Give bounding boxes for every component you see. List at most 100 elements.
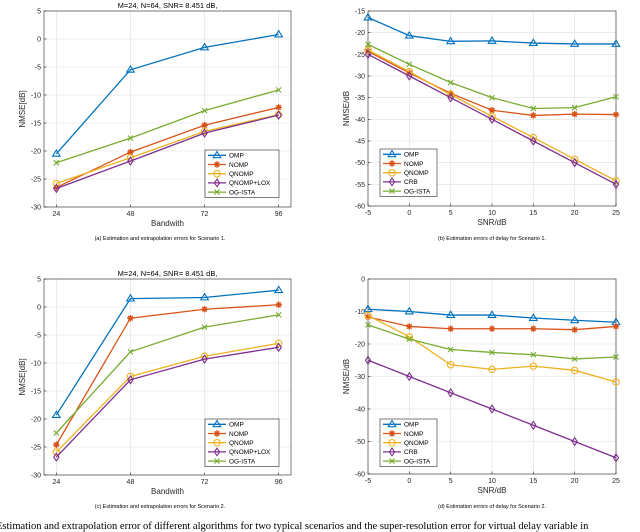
x-tick-label: 72 bbox=[201, 479, 209, 486]
asterisk-marker bbox=[406, 323, 413, 330]
axes-box bbox=[43, 278, 292, 476]
legend-label: QNOMP+LOX bbox=[229, 449, 271, 456]
asterisk-marker bbox=[488, 325, 496, 332]
asterisk-marker bbox=[571, 326, 578, 333]
x-marker bbox=[530, 105, 537, 112]
legend-item: CRB bbox=[383, 447, 418, 457]
series-qnomp bbox=[364, 311, 620, 386]
chart-c: -30 -25 -20 -15 -10 -5 0 5 24 48 72 96 Bandwith NMSE[… bbox=[18, 269, 292, 510]
series-nomp bbox=[53, 104, 282, 191]
triangle-marker bbox=[125, 293, 136, 302]
diamond-marker bbox=[201, 128, 208, 138]
y-tick-label: -15 bbox=[31, 389, 41, 396]
legend-label: NOMP bbox=[229, 162, 249, 169]
triangle-marker bbox=[404, 30, 415, 39]
y-axis-label: NMSE[dB] bbox=[18, 358, 27, 395]
chart-title: M=24, N=64, SNR= 8.451 dB, bbox=[118, 269, 218, 278]
x-tick-label: 20 bbox=[571, 478, 579, 485]
y-tick-label: -30 bbox=[31, 473, 41, 480]
x-tick-label: 5 bbox=[449, 478, 453, 485]
y-axis-label: NMSE/dB bbox=[342, 91, 351, 126]
x-tick-label: 5 bbox=[449, 210, 453, 217]
asterisk-marker bbox=[530, 112, 537, 119]
legend: OMP NOMP QNOMP QNOMP+LOX OG-ISTA bbox=[204, 149, 280, 198]
triangle-marker bbox=[387, 149, 397, 158]
legend-label: OG-ISTA bbox=[404, 188, 431, 195]
circle-marker bbox=[388, 438, 396, 447]
legend-item: OMP bbox=[208, 419, 244, 429]
circle-marker bbox=[612, 378, 620, 386]
y-tick-label: -10 bbox=[355, 309, 365, 316]
triangle-marker bbox=[199, 42, 210, 51]
legend-label: NOMP bbox=[404, 431, 424, 438]
diamond-marker bbox=[213, 447, 221, 457]
legend-item: OG-ISTA bbox=[208, 189, 256, 196]
series-line bbox=[56, 106, 279, 188]
series-omp bbox=[51, 29, 284, 157]
series-omp bbox=[51, 285, 284, 419]
legend-label: QNOMP bbox=[229, 171, 254, 178]
diamond-marker bbox=[488, 404, 496, 414]
y-tick-label: -20 bbox=[355, 30, 365, 37]
circle-marker bbox=[488, 365, 496, 374]
circle-marker bbox=[388, 168, 396, 177]
axes-box bbox=[43, 10, 292, 208]
x-marker bbox=[275, 87, 282, 93]
chart-title: M=24, N=64, SNR= 8.451 dB, bbox=[118, 1, 218, 10]
y-tick-label: 0 bbox=[37, 37, 41, 44]
circle-marker bbox=[446, 361, 455, 369]
legend-label: QNOMP bbox=[404, 170, 429, 177]
triangle-marker bbox=[212, 419, 222, 428]
diamond-marker bbox=[275, 110, 282, 120]
diamond-marker bbox=[447, 92, 454, 103]
y-tick-label: -40 bbox=[355, 407, 365, 414]
circle-marker bbox=[52, 179, 61, 188]
y-tick-label: -40 bbox=[355, 117, 365, 124]
series-line bbox=[367, 53, 617, 185]
x-tick-label: 24 bbox=[52, 211, 60, 218]
legend-label: NOMP bbox=[404, 161, 424, 168]
asterisk-marker bbox=[447, 325, 454, 332]
legend-item: OMP bbox=[208, 150, 244, 160]
diamond-marker bbox=[406, 71, 413, 81]
triangle-marker bbox=[445, 36, 456, 45]
y-tick-label: -25 bbox=[31, 445, 41, 452]
circle-marker bbox=[200, 127, 209, 136]
legend-item: NOMP bbox=[383, 160, 424, 168]
asterisk-marker bbox=[612, 323, 620, 330]
y-tick-label: -25 bbox=[31, 177, 41, 184]
legend-item: CRB bbox=[383, 177, 418, 187]
diamond-marker bbox=[571, 436, 578, 447]
triangle-marker bbox=[363, 304, 373, 313]
triangle-marker bbox=[125, 64, 136, 73]
asterisk-marker bbox=[127, 148, 134, 156]
subfigure-caption: (b) Estimation errors of delay for Scena… bbox=[438, 236, 546, 242]
series-line bbox=[55, 289, 279, 416]
x-axis-label: Bandwith bbox=[151, 219, 184, 228]
y-tick-label: 5 bbox=[37, 277, 41, 284]
diamond-marker bbox=[53, 452, 60, 462]
y-tick-label: -60 bbox=[355, 472, 365, 479]
x-marker bbox=[365, 321, 371, 328]
triangle-marker bbox=[387, 419, 397, 428]
y-tick-label: -30 bbox=[355, 74, 365, 81]
triangle-marker bbox=[273, 285, 284, 294]
x-marker bbox=[214, 458, 220, 465]
subfigure-caption: (a) Estimation and extrapolation errors … bbox=[95, 236, 226, 242]
legend-label: OMP bbox=[229, 153, 244, 160]
series-line bbox=[55, 304, 279, 446]
chart-b: -60-55-50-45-40-35-30-25-20-15-5 0 5 10 15 20… bbox=[342, 9, 621, 242]
y-tick-label: 0 bbox=[361, 277, 365, 284]
circle-marker bbox=[213, 438, 221, 447]
y-tick-label: -50 bbox=[355, 160, 365, 167]
series-qnomp-lox bbox=[53, 110, 282, 194]
series-line bbox=[367, 314, 617, 383]
diamond-marker bbox=[571, 157, 578, 168]
circle-marker bbox=[52, 448, 61, 456]
triangle-marker bbox=[528, 313, 539, 321]
series-line bbox=[55, 33, 279, 155]
series-crb bbox=[364, 355, 620, 463]
legend-label: OMP bbox=[404, 422, 419, 429]
series-line bbox=[367, 16, 616, 45]
legend-item: QNOMP bbox=[208, 438, 254, 447]
